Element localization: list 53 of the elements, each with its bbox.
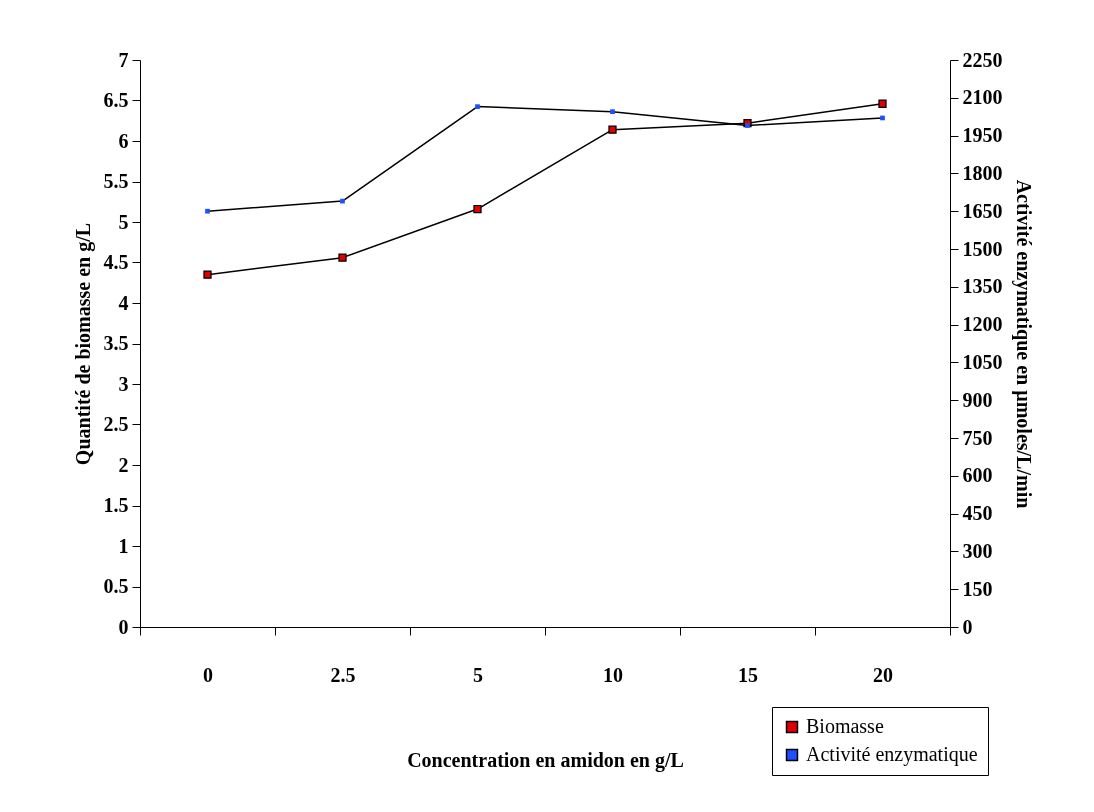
y-tick-label: 4.5	[103, 251, 129, 273]
point	[338, 253, 347, 262]
y-tick-label: 0	[118, 615, 129, 638]
y-tick-label: 3.5	[103, 332, 129, 354]
x-axis-title: Concentration en amidon en g/L	[407, 748, 684, 772]
y-tick-label: 1.5	[103, 494, 129, 516]
y2-axis-title: Activité enzymatique en µmoles/L/min	[1011, 179, 1035, 509]
y-tick-label: 4	[118, 291, 129, 314]
y-tick-label: 6.5	[103, 89, 129, 111]
point	[610, 109, 615, 114]
y2-tick-label: 2250	[962, 48, 1003, 71]
x-tick-label: 0	[203, 663, 213, 686]
point	[475, 104, 480, 109]
y-tick-label: 5	[118, 210, 129, 233]
legend-label: Activité enzymatique	[806, 743, 978, 766]
y2-tick-label: 0	[962, 615, 973, 638]
y2-tick-label: 1050	[962, 350, 1003, 373]
legend-label: Biomasse	[806, 715, 884, 737]
point	[880, 115, 885, 121]
y2-tick-label: 300	[962, 539, 993, 562]
y2-tick-label: 1800	[962, 161, 1003, 184]
y2-tick-label: 2100	[962, 86, 1003, 109]
x-tick-label: 5	[473, 663, 483, 686]
point	[340, 198, 345, 204]
y2-tick-label: 750	[962, 426, 993, 449]
y2-tick-label: 600	[962, 464, 993, 487]
y2-tick-label: 450	[962, 502, 993, 525]
y-tick-label: 6	[118, 129, 129, 152]
x-tick-label: 2.5	[330, 663, 356, 686]
y2-tick-label: 150	[962, 577, 993, 600]
x-tick-label: 10	[603, 663, 623, 686]
y-tick-label: 0.5	[103, 575, 129, 597]
y-tick-label: 5.5	[103, 170, 129, 192]
y2-tick-label: 1500	[962, 237, 1003, 260]
point	[205, 208, 210, 214]
point	[473, 204, 482, 214]
y-tick-label: 1	[118, 534, 129, 557]
y-tick-label: 2.5	[103, 413, 129, 435]
y2-tick-label: 1650	[962, 199, 1003, 222]
y2-tick-label: 900	[962, 388, 993, 411]
y2-tick-label: 1200	[962, 313, 1003, 336]
point	[203, 270, 212, 279]
y-tick-label: 2	[118, 453, 129, 476]
y2-tick-label: 1950	[962, 124, 1003, 147]
y-axis-title: Quantité de biomasse en g/L	[71, 222, 95, 466]
y2-tick-label: 1350	[962, 275, 1003, 298]
x-tick-label: 20	[873, 663, 893, 686]
point	[608, 125, 617, 134]
point	[745, 123, 750, 128]
y-tick-label: 3	[118, 372, 129, 395]
point	[878, 99, 887, 108]
x-tick-label: 15	[738, 663, 758, 686]
y-tick-label: 7	[118, 48, 129, 71]
